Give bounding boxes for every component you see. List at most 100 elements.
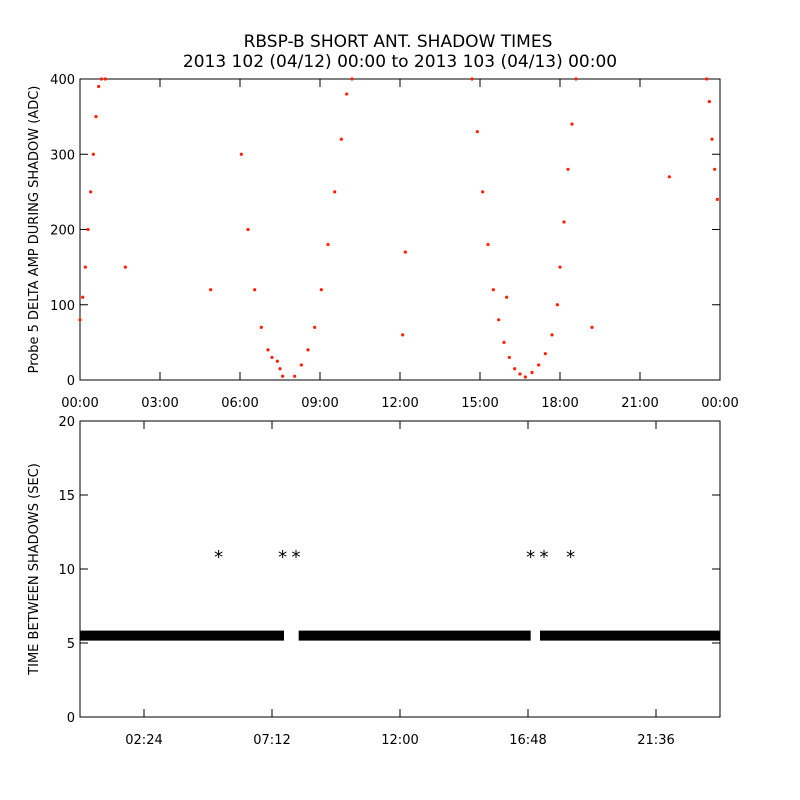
data-point	[530, 370, 534, 375]
data-point	[705, 77, 709, 81]
data-point	[543, 352, 547, 356]
data-point	[266, 348, 270, 352]
data-point	[667, 175, 671, 179]
x-tick-label: 18:00	[541, 396, 578, 411]
data-point	[78, 318, 82, 322]
y-tick-label: 20	[58, 415, 75, 430]
data-point	[518, 372, 522, 376]
data-point	[270, 355, 274, 360]
data-point	[246, 227, 250, 232]
data-point	[94, 115, 98, 119]
x-tick-label: 12:00	[381, 396, 418, 411]
data-point: *	[526, 547, 535, 568]
data-point	[299, 363, 303, 367]
plot-frame	[79, 420, 721, 718]
data-point	[502, 340, 506, 344]
x-tick-label: 00:00	[61, 396, 98, 411]
data-point	[306, 348, 310, 352]
data-point	[505, 295, 509, 299]
data-point	[707, 99, 711, 104]
data-point	[259, 325, 263, 329]
data-point	[83, 265, 87, 269]
data-point	[507, 355, 511, 360]
data-point	[566, 167, 570, 171]
y-tick-label: 400	[50, 73, 75, 88]
data-point	[319, 288, 323, 292]
data-point	[253, 288, 257, 292]
data-point	[401, 333, 405, 337]
data-point	[481, 190, 485, 194]
data-point	[99, 77, 103, 81]
x-tick-label: 21:00	[621, 396, 658, 411]
data-point	[339, 137, 343, 141]
data-point	[333, 190, 337, 194]
data-point	[239, 152, 243, 156]
data-point	[562, 220, 566, 224]
y-tick-label: 15	[58, 489, 75, 504]
data-point	[293, 374, 297, 378]
data-point	[555, 303, 559, 307]
x-tick-label: 12:00	[381, 733, 418, 748]
x-tick-label: 16:48	[509, 733, 546, 748]
x-tick-label: 06:00	[221, 396, 258, 411]
plot-frame	[79, 78, 721, 381]
top-panel-delta-amp: 00:00 03:00 06:00 09:00 12:00 15:00 18:00 21:00…	[27, 73, 739, 411]
x-tick-label: 09:00	[301, 396, 338, 411]
data-point	[710, 137, 714, 141]
data-point	[81, 295, 85, 299]
data-point: *	[566, 547, 575, 568]
data-band	[540, 630, 720, 641]
data-point	[486, 242, 490, 247]
data-point	[86, 227, 90, 232]
y-tick-label: 0	[67, 711, 75, 726]
x-tick-label: 15:00	[461, 396, 498, 411]
data-point	[89, 190, 93, 194]
y-tick-label: 100	[50, 299, 75, 314]
data-point	[713, 167, 717, 171]
data-point	[91, 152, 95, 156]
y-tick-label: 200	[50, 224, 75, 239]
data-point	[103, 77, 107, 81]
data-point	[313, 325, 317, 329]
y-tick-label: 10	[58, 563, 75, 578]
data-band	[298, 630, 531, 641]
chart-title-line-2: 2013 102 (04/12) 00:00 to 2013 103 (04/1…	[183, 52, 617, 72]
data-point	[326, 242, 330, 247]
data-point	[475, 130, 479, 134]
y-tick-label: 5	[67, 637, 75, 652]
data-point	[209, 288, 213, 292]
x-tick-label: 03:00	[141, 396, 178, 411]
data-point: *	[278, 547, 287, 568]
y-axis-title: TIME BETWEEN SHADOWS (SEC)	[27, 463, 42, 676]
data-point	[470, 77, 474, 81]
data-point	[497, 318, 501, 322]
data-point	[537, 363, 541, 367]
bottom-panel-time-between-shadows: 02:24 07:12 12:00 16:48 21:36 0 5 10 15 20 TIME BE…	[27, 415, 721, 748]
x-tick-label: 07:12	[253, 733, 290, 748]
data-point	[345, 92, 349, 96]
data-point	[523, 375, 527, 379]
data-point	[491, 288, 495, 292]
chart-title-line-1: RBSP-B SHORT ANT. SHADOW TIMES	[244, 32, 553, 52]
data-point	[715, 197, 719, 201]
data-point	[278, 367, 282, 371]
data-point	[574, 77, 578, 81]
data-point	[590, 325, 594, 329]
data-point	[275, 359, 279, 363]
series-group: * * * * * *	[80, 547, 720, 641]
data-point	[558, 265, 562, 269]
data-point	[123, 265, 127, 269]
y-axis-title: Probe 5 DELTA AMP DURING SHADOW (ADC)	[27, 86, 42, 374]
data-point	[403, 250, 407, 254]
data-point	[97, 84, 101, 89]
data-band	[80, 630, 284, 641]
x-tick-label: 00:00	[701, 396, 738, 411]
x-tick-label: 21:36	[637, 733, 674, 748]
data-point: *	[292, 547, 301, 568]
data-point	[570, 122, 574, 126]
y-tick-label: 300	[50, 148, 75, 163]
data-point	[281, 374, 285, 378]
data-point	[350, 77, 354, 81]
series-group	[78, 77, 719, 379]
